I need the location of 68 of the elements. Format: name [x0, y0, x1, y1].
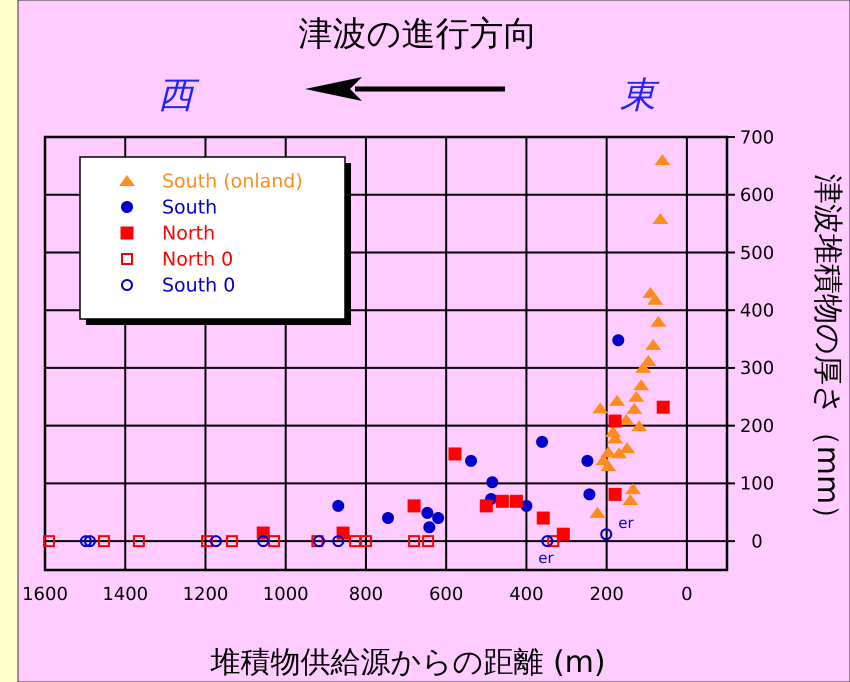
x-tick-label: 1200: [182, 584, 228, 605]
point: [408, 535, 420, 548]
x-tick-label: 1400: [102, 584, 148, 605]
y-tick-label: 200: [740, 416, 774, 437]
point: [448, 447, 462, 460]
point: [656, 400, 670, 414]
point: [496, 494, 509, 508]
point: [210, 535, 222, 548]
y-axis-title: 津波堆積物の厚さ（mm）: [810, 174, 845, 534]
point: [581, 454, 594, 467]
point: [84, 535, 96, 548]
legend-label: South: [162, 196, 218, 219]
point: [600, 528, 612, 540]
legend-label: North 0: [162, 248, 234, 271]
point: [480, 499, 493, 512]
point: [132, 535, 145, 548]
point: [583, 488, 596, 500]
point: [421, 506, 434, 519]
point: [510, 494, 523, 508]
annotation: er: [538, 549, 554, 568]
point: [349, 535, 362, 548]
point: [80, 535, 92, 548]
x-tick-label: 200: [589, 584, 624, 605]
legend-label: North: [162, 222, 216, 245]
point: [465, 454, 478, 467]
point: [201, 535, 214, 548]
point: [423, 521, 436, 534]
chart-title: 津波の進行方向: [298, 14, 538, 54]
x-tick-label: 800: [348, 584, 384, 605]
point: [608, 414, 622, 428]
point: [556, 528, 570, 541]
text: 西: [158, 75, 200, 116]
point: [612, 334, 624, 346]
y-tick-label: 400: [740, 300, 774, 322]
x-tick-label: 400: [509, 584, 544, 605]
point: [432, 512, 444, 524]
point: [332, 500, 344, 512]
point: [486, 476, 498, 488]
legend-label: South 0: [162, 274, 236, 297]
point: [268, 535, 280, 548]
point: [541, 535, 554, 548]
point: [608, 488, 622, 501]
point: [360, 535, 372, 548]
point: [226, 535, 238, 548]
y-tick-label: 0: [751, 531, 763, 552]
y-tick-label: 100: [740, 474, 774, 495]
point: [536, 436, 548, 448]
point: [536, 512, 550, 525]
point: [408, 499, 421, 512]
annotation: er: [618, 514, 634, 532]
text: 東: [620, 75, 660, 116]
x-tick-label: 1600: [22, 584, 68, 605]
legend-label: South (onland): [162, 170, 303, 193]
point: [332, 535, 344, 548]
point: [257, 535, 270, 548]
point: [43, 535, 56, 548]
y-tick-label: 600: [740, 185, 774, 206]
y-tick-label: 300: [740, 358, 774, 380]
point: [98, 535, 110, 548]
y-tick-label: 500: [740, 242, 774, 264]
x-axis-title: 堆積物供給源からの距離 (m): [209, 645, 606, 680]
x-tick-label: 1000: [262, 584, 309, 605]
point: [382, 512, 394, 524]
point: [547, 535, 560, 548]
point: [422, 535, 434, 548]
x-tick-label: 600: [428, 584, 464, 605]
x-tick-label: 0: [681, 584, 693, 605]
y-tick-label: 700: [740, 127, 774, 148]
